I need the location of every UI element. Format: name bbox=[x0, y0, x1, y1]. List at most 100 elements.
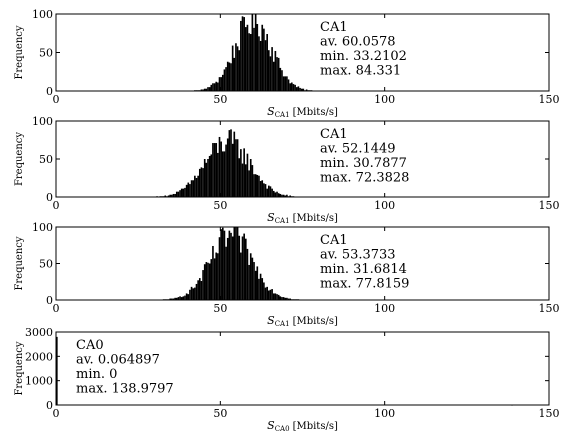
histogram-bar bbox=[203, 88, 206, 91]
histogram-bar bbox=[226, 138, 229, 197]
histogram-bar bbox=[217, 253, 219, 300]
histogram-bar bbox=[233, 57, 236, 91]
histogram-bar bbox=[269, 186, 272, 197]
y-tick-label: 0 bbox=[46, 85, 53, 98]
stats-minimum: min. 31.6814 bbox=[320, 262, 407, 277]
histogram-bar bbox=[217, 82, 219, 91]
histogram-bar bbox=[274, 192, 277, 197]
x-tick-label: 50 bbox=[213, 199, 227, 212]
histogram-bar bbox=[281, 70, 283, 91]
histogram-bar bbox=[244, 164, 247, 197]
stats-series-name: CA1 bbox=[320, 127, 348, 142]
stats-maximum: max. 138.9797 bbox=[76, 382, 174, 397]
histogram-bar bbox=[249, 34, 252, 91]
histogram-bar bbox=[277, 57, 280, 91]
histogram-bar bbox=[256, 174, 259, 197]
histogram-bar bbox=[269, 289, 272, 300]
stats-average: av. 0.064897 bbox=[76, 353, 160, 368]
stats-series-name: CA0 bbox=[76, 338, 104, 353]
x-tick-label: 100 bbox=[374, 302, 395, 315]
histogram-bar bbox=[263, 282, 265, 300]
histogram-bar bbox=[277, 193, 280, 197]
histogram-bar bbox=[233, 227, 236, 300]
histogram-bar bbox=[279, 193, 282, 197]
histogram-bar bbox=[230, 63, 232, 91]
histogram-bar bbox=[236, 227, 239, 300]
histogram-bar bbox=[236, 139, 239, 197]
histogram-bar bbox=[230, 232, 232, 300]
histogram-bar bbox=[223, 151, 226, 197]
y-tick-label: 50 bbox=[39, 258, 53, 271]
histogram-bar bbox=[259, 273, 262, 300]
y-tick-label: 100 bbox=[32, 8, 53, 21]
histogram-bar bbox=[254, 14, 257, 91]
x-tick-label: 0 bbox=[53, 199, 60, 212]
histogram-bar bbox=[217, 152, 219, 197]
histogram-bar bbox=[190, 286, 193, 300]
histogram-bar bbox=[195, 178, 198, 197]
histogram-bar bbox=[175, 297, 178, 300]
histogram-bar bbox=[221, 227, 224, 300]
stats-minimum: min. 0 bbox=[76, 367, 117, 382]
histogram-bar bbox=[220, 229, 222, 300]
histogram-bar bbox=[295, 87, 298, 91]
histogram-bar bbox=[276, 57, 278, 91]
histogram-bar bbox=[272, 293, 275, 300]
histogram-bar bbox=[276, 294, 278, 300]
histogram-bar bbox=[243, 233, 245, 300]
histogram-bar bbox=[258, 175, 260, 197]
histogram-bar bbox=[208, 263, 211, 300]
histogram-bar bbox=[281, 194, 283, 197]
histogram-bar bbox=[263, 183, 265, 197]
histogram-bar bbox=[182, 296, 185, 300]
histogram-bar bbox=[207, 87, 209, 91]
histogram-bar bbox=[243, 148, 245, 197]
histogram-bar bbox=[259, 40, 262, 91]
histogram-bar bbox=[210, 259, 213, 300]
histogram-bar bbox=[221, 151, 224, 197]
histogram-bar bbox=[182, 188, 185, 197]
histogram-bar bbox=[198, 278, 201, 300]
histogram-bar bbox=[56, 336, 58, 405]
y-tick-label: 100 bbox=[32, 115, 53, 128]
stats-series-name: CA1 bbox=[320, 20, 348, 35]
histogram-bar bbox=[230, 129, 232, 197]
histogram-bar bbox=[236, 46, 239, 91]
histogram-bar bbox=[218, 77, 221, 91]
histogram-bar bbox=[253, 27, 255, 91]
y-axis-label: Frequency bbox=[14, 132, 25, 186]
stats-minimum: min. 30.7877 bbox=[320, 156, 407, 171]
y-tick-label: 0 bbox=[46, 399, 53, 412]
histogram-bar bbox=[266, 188, 268, 197]
histogram-bar bbox=[171, 298, 173, 300]
histogram-bar bbox=[267, 185, 270, 197]
histogram-bar bbox=[253, 262, 255, 300]
axes-frame bbox=[55, 120, 550, 198]
histogram-bar bbox=[179, 190, 181, 197]
histogram-bar bbox=[205, 262, 208, 300]
histogram-bar bbox=[210, 84, 213, 91]
histogram-bar bbox=[266, 286, 268, 300]
histogram-bar bbox=[223, 230, 226, 300]
histogram-bar bbox=[203, 159, 206, 197]
histogram-bar bbox=[241, 236, 244, 300]
x-tick-label: 150 bbox=[539, 93, 560, 106]
histogram-bar bbox=[282, 297, 285, 300]
histogram-bar bbox=[279, 67, 282, 91]
histogram-bar bbox=[177, 191, 180, 197]
histogram-bar bbox=[269, 56, 272, 91]
histogram-bar bbox=[258, 278, 260, 300]
histogram-bar bbox=[286, 297, 288, 300]
histogram-bar bbox=[289, 195, 291, 197]
stats-maximum: max. 72.3828 bbox=[320, 171, 409, 186]
histogram-bar bbox=[197, 175, 199, 197]
x-tick-label: 100 bbox=[374, 199, 395, 212]
x-tick-label: 100 bbox=[374, 407, 395, 420]
histogram-bar bbox=[281, 297, 283, 300]
histogram-bar bbox=[235, 43, 237, 91]
stats-average: av. 52.1449 bbox=[320, 142, 396, 157]
histogram-bar bbox=[221, 74, 224, 91]
histogram-bar bbox=[249, 159, 252, 197]
histogram-bar bbox=[185, 293, 188, 300]
